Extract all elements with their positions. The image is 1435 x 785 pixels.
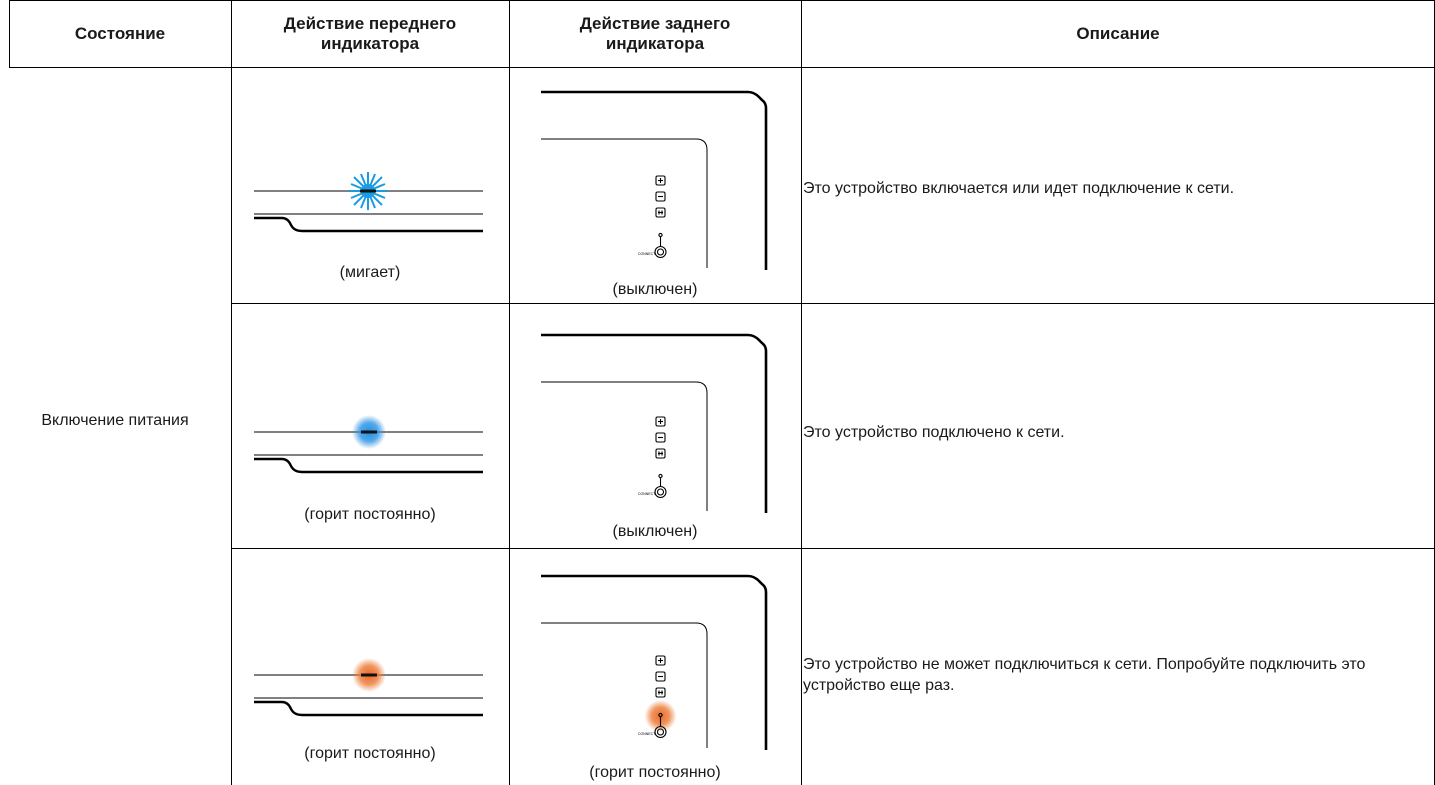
blue-blinking-led-icon [254,172,483,233]
row2-rear-caption: (выключен) [612,523,698,540]
table-left-border [9,0,10,67]
row3-front-caption: (горит постоянно) [304,745,436,762]
header-state: Состояние [74,23,166,43]
svg-text:CONNECT: CONNECT [638,252,656,256]
row2-front-caption: (горит постоянно) [304,506,436,523]
table-top-border [9,0,1435,1]
row2-description: Это устройство подключено к сети. [803,424,1065,441]
blue-steady-led-icon [254,415,483,474]
row1-front-caption: (мигает) [339,264,401,281]
svg-text:CONNECT: CONNECT [638,492,656,496]
header-front-indicator: Действие переднего индикатора [283,13,457,53]
header-bottom-border [9,67,1435,68]
rear-panel-orange-led-icon: CONNECT [541,574,768,750]
row2-bottom-border [231,548,1435,549]
col-divider-3 [801,0,802,785]
row3-description: Это устройство не может подключиться к с… [803,656,1366,694]
header-rear-indicator: Действие заднего индикатора [579,13,731,53]
svg-text:CONNECT: CONNECT [638,732,656,736]
state-power-on: Включение питания [41,412,189,429]
row3-rear-caption: (горит постоянно) [589,764,721,781]
header-description: Описание [1076,23,1160,43]
row1-bottom-border [231,303,1435,304]
col-divider-2 [509,0,510,785]
rear-panel-icon: CONNECT [541,333,768,513]
rear-panel-icon: CONNECT [541,90,768,270]
orange-steady-led-icon [254,658,483,717]
row1-description: Это устройство включается или идет подкл… [803,180,1235,197]
row1-rear-caption: (выключен) [612,281,698,298]
col-divider-1 [231,0,232,785]
